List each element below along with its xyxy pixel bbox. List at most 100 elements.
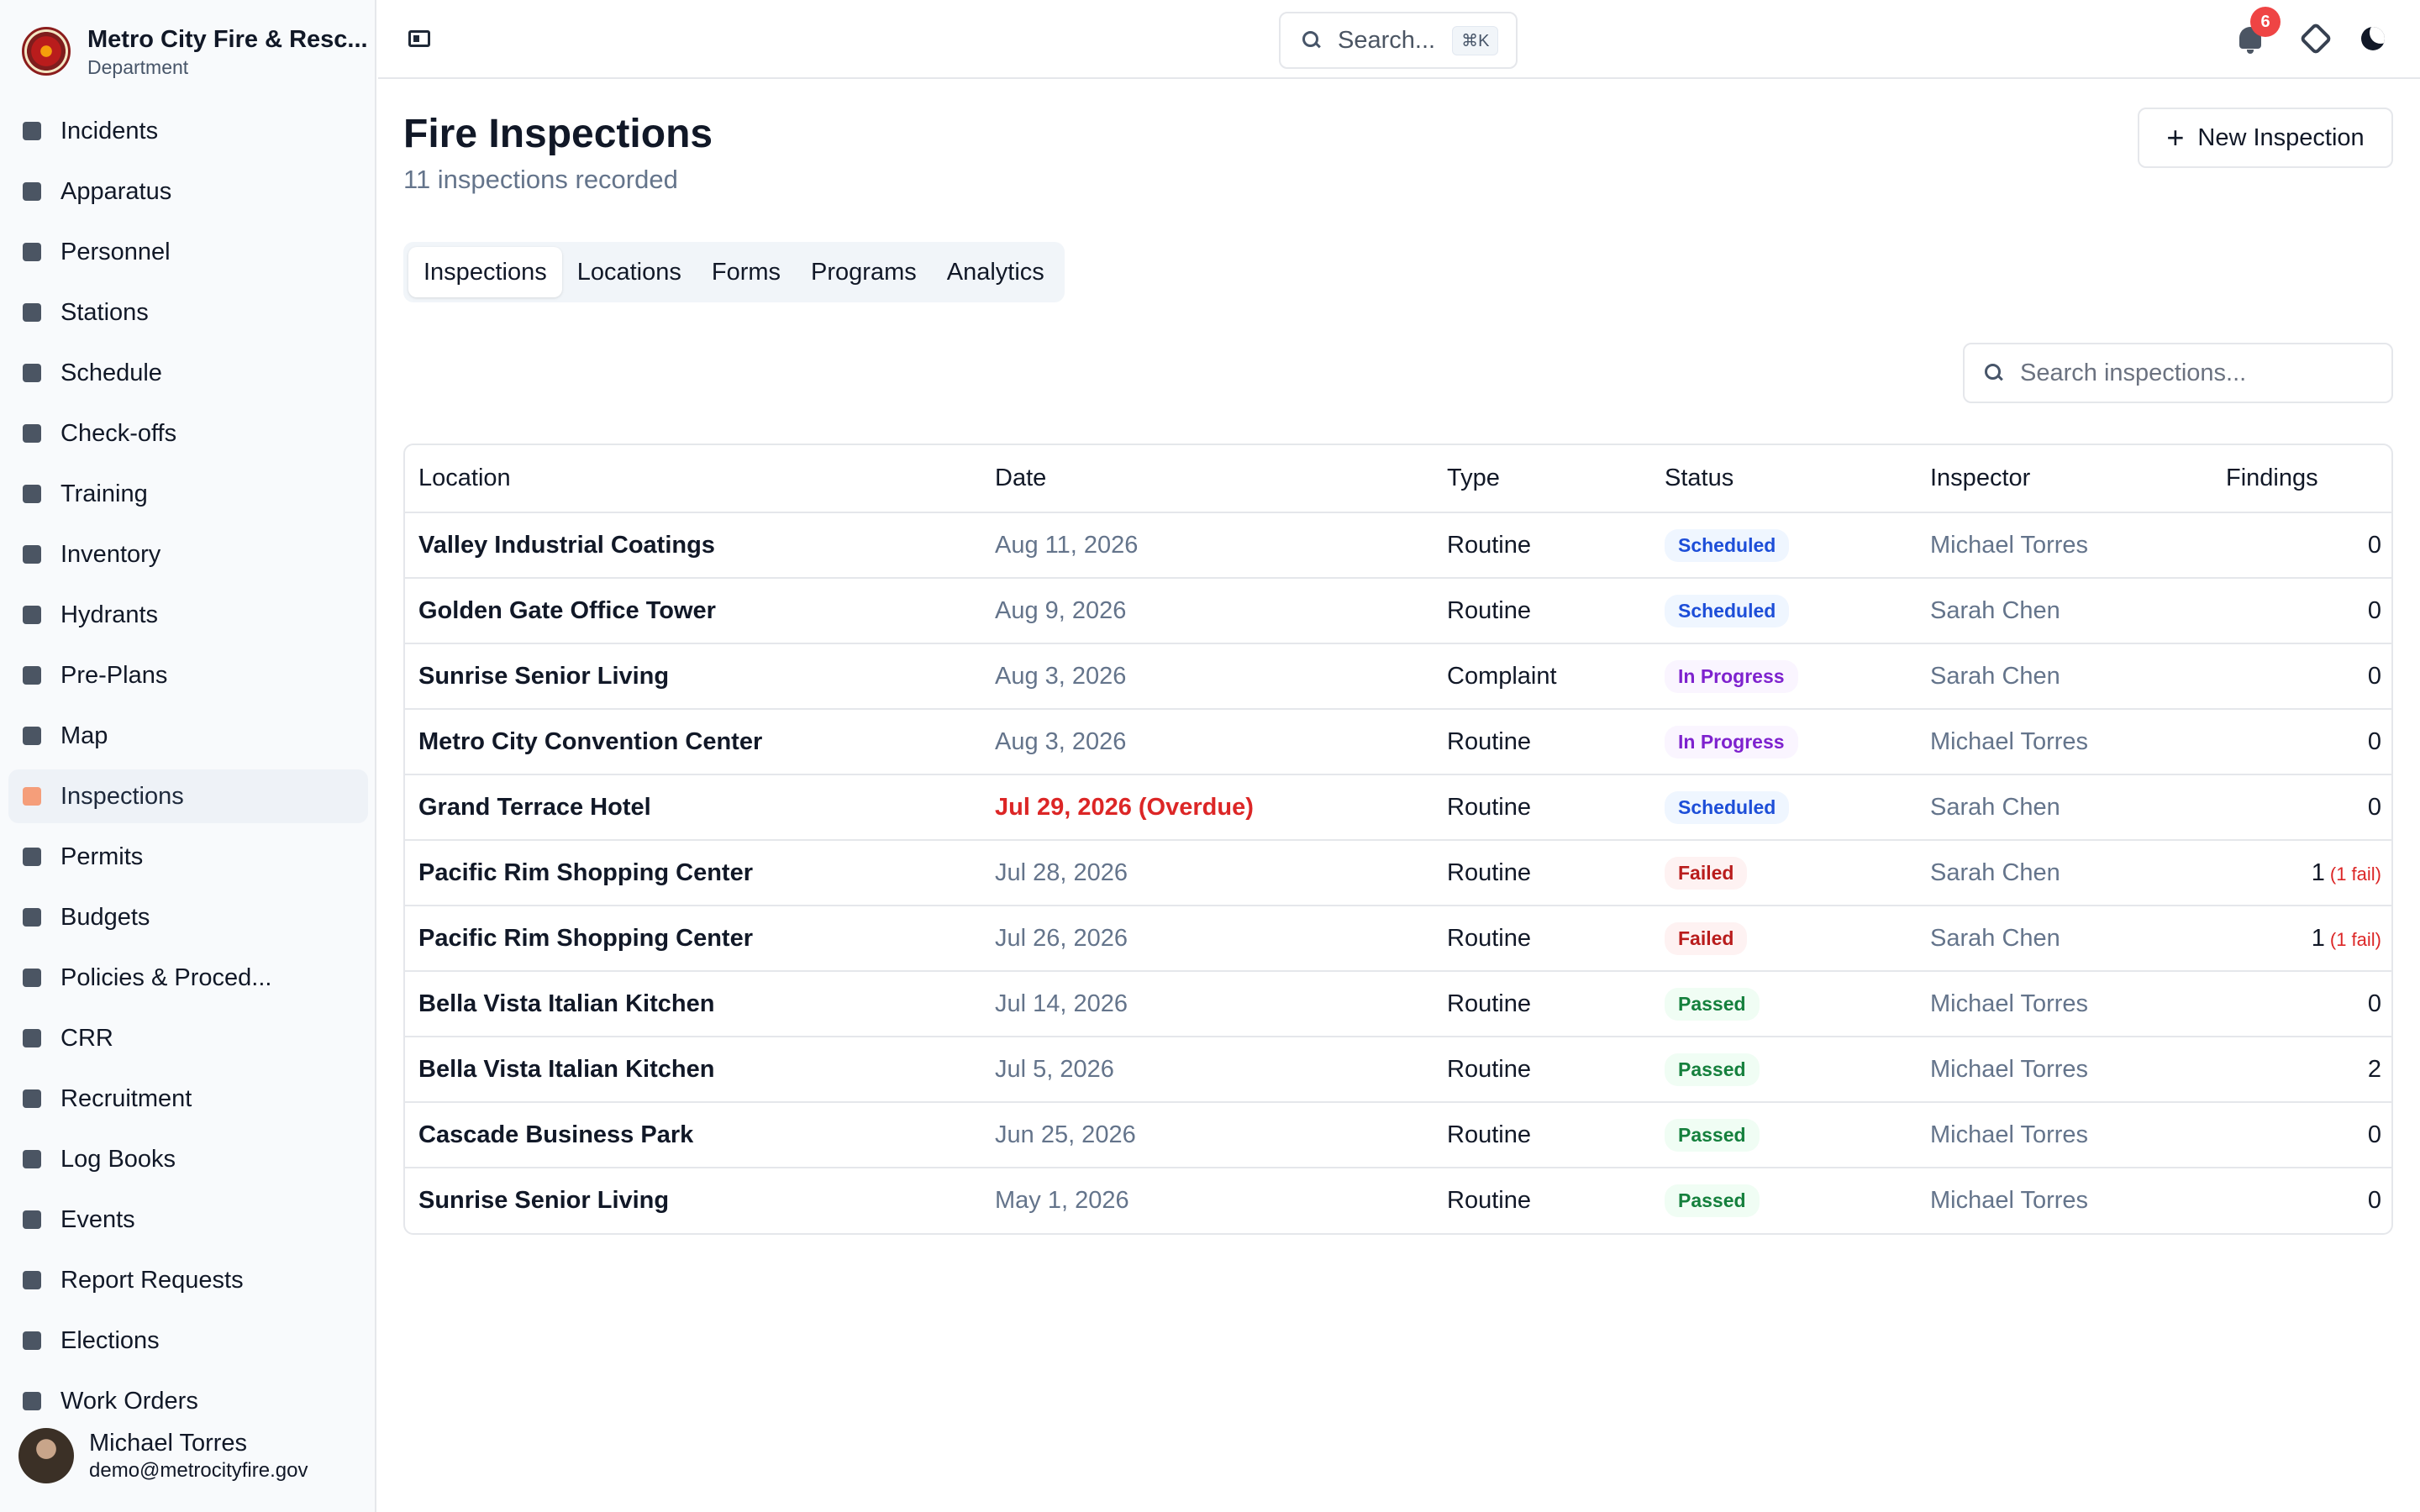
- status-badge: Passed: [1665, 987, 1760, 1021]
- user-name: Michael Torres: [89, 1430, 248, 1457]
- cell-status: Scheduled: [1651, 774, 1917, 841]
- piggy-bank-icon: [20, 906, 44, 929]
- settings-icon[interactable]: [2299, 22, 2333, 55]
- findings-count: 2: [2367, 1055, 2381, 1083]
- table-row[interactable]: Valley Industrial Coatings Aug 11, 2026 Ro…: [405, 512, 2391, 579]
- cell-inspector: Sarah Chen: [1917, 840, 2212, 906]
- tab-programs[interactable]: Programs: [811, 258, 917, 286]
- megaphone-icon: [20, 1026, 44, 1050]
- sidebar-toggle-icon[interactable]: [408, 30, 430, 47]
- cell-type: Routine: [1434, 1037, 1651, 1103]
- column-header-type[interactable]: Type: [1434, 445, 1651, 513]
- table-row[interactable]: Bella Vista Italian Kitchen Jul 14, 2026 R…: [405, 971, 2391, 1037]
- sidebar-item-crr[interactable]: CRR: [8, 1011, 368, 1065]
- cell-findings: 1 (1 fail): [2212, 906, 2391, 972]
- status-badge: In Progress: [1665, 659, 1798, 693]
- new-inspection-button[interactable]: + New Inspection: [2138, 108, 2393, 168]
- table-row[interactable]: Metro City Convention Center Aug 3, 2026 R…: [405, 709, 2391, 775]
- sidebar-item-personnel[interactable]: Personnel: [8, 225, 368, 279]
- calendar-star-icon: [20, 1208, 44, 1231]
- cell-date: Jul 28, 2026: [981, 840, 1434, 906]
- findings-count: 0: [2367, 531, 2381, 559]
- sidebar-item-training[interactable]: Training: [8, 467, 368, 521]
- user-info: Michael Torres demo@metrocityfire.gov: [89, 1428, 308, 1483]
- column-header-date[interactable]: Date: [981, 445, 1434, 513]
- cell-location: Bella Vista Italian Kitchen: [405, 1037, 981, 1103]
- sidebar-item-report-requests[interactable]: Report Requests: [8, 1253, 368, 1307]
- org-name: Metro City Fire & Resc...: [87, 26, 368, 53]
- cell-location: Bella Vista Italian Kitchen: [405, 971, 981, 1037]
- moon-icon[interactable]: [2361, 27, 2385, 50]
- sidebar-item-schedule[interactable]: Schedule: [8, 346, 368, 400]
- status-badge: Scheduled: [1665, 790, 1790, 824]
- sidebar-item-budgets[interactable]: Budgets: [8, 890, 368, 944]
- sidebar-item-stations[interactable]: Stations: [8, 286, 368, 339]
- cell-type: Routine: [1434, 512, 1651, 579]
- cell-status: Passed: [1651, 971, 1917, 1037]
- tab-analytics[interactable]: Analytics: [946, 258, 1044, 286]
- column-header-location[interactable]: Location: [405, 445, 981, 513]
- cell-location: Golden Gate Office Tower: [405, 578, 981, 644]
- findings-count: 0: [2367, 793, 2381, 821]
- column-header-findings[interactable]: Findings: [2212, 445, 2391, 513]
- column-header-inspector[interactable]: Inspector: [1917, 445, 2212, 513]
- sidebar-item-map[interactable]: Map: [8, 709, 368, 763]
- cell-inspector: Michael Torres: [1917, 1037, 2212, 1103]
- cell-date: Jul 14, 2026: [981, 971, 1434, 1037]
- tab-inspections[interactable]: Inspections: [408, 247, 562, 297]
- sidebar-item-recruitment[interactable]: Recruitment: [8, 1072, 368, 1126]
- table-row[interactable]: Pacific Rim Shopping Center Jul 26, 2026 R…: [405, 906, 2391, 972]
- cell-date: Jul 26, 2026: [981, 906, 1434, 972]
- global-search[interactable]: Search... ⌘K: [1279, 12, 1518, 69]
- user-profile[interactable]: Michael Torres demo@metrocityfire.gov: [18, 1428, 308, 1483]
- sidebar-item-pre-plans[interactable]: Pre-Plans: [8, 648, 368, 702]
- sidebar-item-inspections[interactable]: Inspections: [8, 769, 368, 823]
- table-row[interactable]: Pacific Rim Shopping Center Jul 28, 2026 R…: [405, 840, 2391, 906]
- cell-type: Routine: [1434, 578, 1651, 644]
- inspections-search-input[interactable]: Search inspections...: [1963, 343, 2393, 403]
- cell-status: Passed: [1651, 1168, 1917, 1233]
- sidebar-item-label: Stations: [60, 298, 149, 326]
- sidebar-item-label: Elections: [60, 1326, 160, 1354]
- table-row[interactable]: Sunrise Senior Living Aug 3, 2026 Complain…: [405, 643, 2391, 710]
- sidebar-item-policies-proced[interactable]: Policies & Proced...: [8, 951, 368, 1005]
- findings-count: 0: [2367, 990, 2381, 1017]
- calendar-icon: [20, 361, 44, 385]
- table-row[interactable]: Golden Gate Office Tower Aug 9, 2026 Routi…: [405, 578, 2391, 644]
- org-brand[interactable]: Metro City Fire & Resc... Department: [22, 24, 368, 79]
- table-row[interactable]: Cascade Business Park Jun 25, 2026 Routine…: [405, 1102, 2391, 1168]
- sidebar-item-label: Map: [60, 722, 108, 749]
- cell-status: Failed: [1651, 840, 1917, 906]
- sidebar-item-inventory[interactable]: Inventory: [8, 528, 368, 581]
- handshake-icon: [20, 1087, 44, 1110]
- tab-locations[interactable]: Locations: [576, 258, 681, 286]
- column-header-status[interactable]: Status: [1651, 445, 1917, 513]
- table-row[interactable]: Bella Vista Italian Kitchen Jul 5, 2026 Ro…: [405, 1037, 2391, 1103]
- sidebar-item-label: Inventory: [60, 540, 161, 568]
- wrench-icon: [20, 543, 44, 566]
- sidebar-item-apparatus[interactable]: Apparatus: [8, 165, 368, 218]
- bell-clapper: [2247, 50, 2254, 54]
- cell-inspector: Michael Torres: [1917, 971, 2212, 1037]
- sidebar-item-incidents[interactable]: Incidents: [8, 104, 368, 158]
- cell-date: Aug 11, 2026: [981, 512, 1434, 579]
- table-row[interactable]: Sunrise Senior Living May 1, 2026 Routine P…: [405, 1168, 2391, 1233]
- sidebar-item-check-offs[interactable]: Check-offs: [8, 407, 368, 460]
- cell-findings: 2: [2212, 1037, 2391, 1103]
- sidebar-item-permits[interactable]: Permits: [8, 830, 368, 884]
- sidebar-item-log-books[interactable]: Log Books: [8, 1132, 368, 1186]
- hydrant-icon: [20, 603, 44, 627]
- table-row[interactable]: Grand Terrace Hotel Jul 29, 2026 (Overdue…: [405, 774, 2391, 841]
- status-badge: Failed: [1665, 921, 1748, 955]
- sidebar-item-hydrants[interactable]: Hydrants: [8, 588, 368, 642]
- new-inspection-label: New Inspection: [2197, 123, 2365, 151]
- sidebar-item-label: Personnel: [60, 238, 171, 265]
- cell-status: Passed: [1651, 1102, 1917, 1168]
- sidebar-item-elections[interactable]: Elections: [8, 1314, 368, 1368]
- cell-findings: 0: [2212, 709, 2391, 775]
- sidebar-item-label: Incidents: [60, 117, 159, 144]
- sidebar-item-work-orders[interactable]: Work Orders: [8, 1374, 368, 1415]
- sidebar-item-events[interactable]: Events: [8, 1193, 368, 1247]
- book-icon: [20, 966, 44, 990]
- tab-forms[interactable]: Forms: [711, 258, 781, 286]
